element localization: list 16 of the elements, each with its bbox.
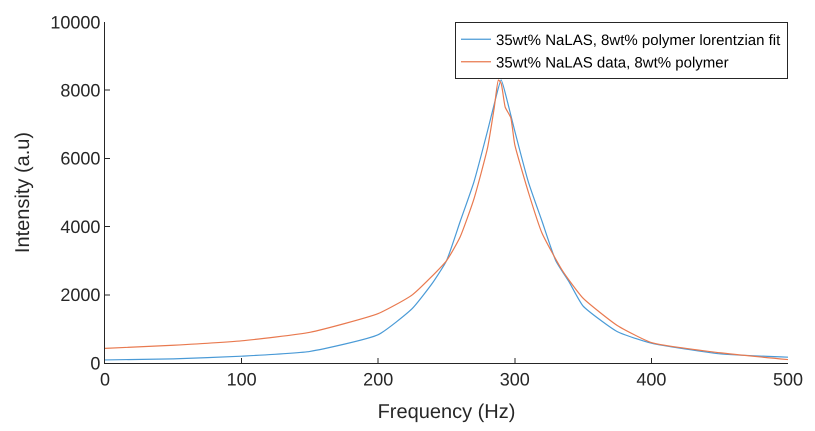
x-tick-label: 200 [363, 370, 394, 390]
x-axis-title: Frequency (Hz) [378, 401, 516, 424]
x-tick-label: 500 [772, 370, 804, 390]
y-tick-label: 6000 [60, 148, 100, 169]
line-series [105, 79, 788, 361]
y-tick-label: 10000 [50, 12, 100, 32]
y-tick-label: 8000 [60, 80, 100, 100]
legend-label: 35wt% NaLAS data, 8wt% polymer [496, 54, 729, 72]
legend-label: 35wt% NaLAS, 8wt% polymer lorentzian fit [496, 32, 782, 50]
y-tick-label: 2000 [60, 285, 100, 306]
y-axis-title: Intensity (a.u) [12, 132, 34, 254]
x-tick-label: 400 [636, 370, 666, 390]
x-tick-label: 100 [226, 370, 257, 390]
y-tick-label: 4000 [60, 216, 100, 237]
y-tick-label: 0 [90, 353, 100, 374]
x-tick-label: 300 [500, 370, 530, 390]
